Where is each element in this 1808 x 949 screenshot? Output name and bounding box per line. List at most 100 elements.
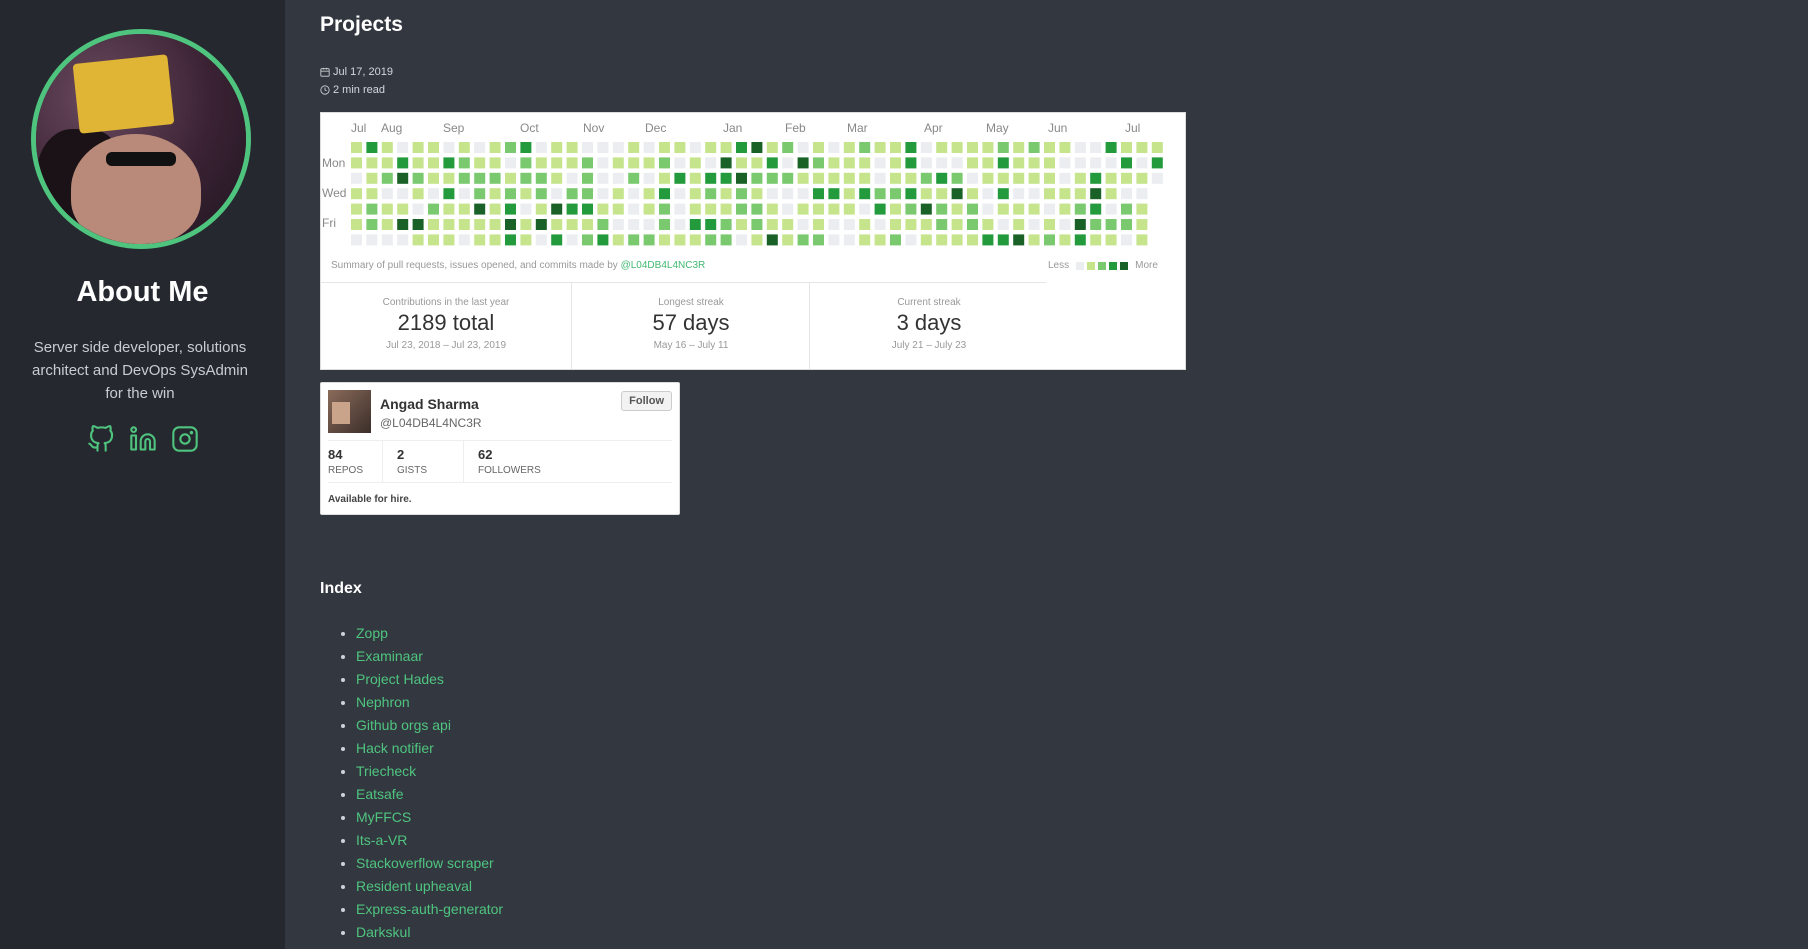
contribution-day bbox=[535, 203, 547, 215]
index-link-examinaar[interactable]: Examinaar bbox=[356, 648, 423, 664]
contribution-day bbox=[458, 172, 470, 184]
contribution-day bbox=[982, 142, 994, 153]
calendar-icon bbox=[320, 67, 330, 77]
contribution-day bbox=[1136, 234, 1148, 246]
contribution-day bbox=[520, 219, 532, 230]
list-item: Nephron bbox=[356, 691, 503, 714]
contribution-day bbox=[982, 219, 994, 230]
index-link-github-orgs-api[interactable]: Github orgs api bbox=[356, 717, 451, 733]
contribution-day bbox=[366, 188, 378, 200]
index-link-stackoverflow-scraper[interactable]: Stackoverflow scraper bbox=[356, 855, 494, 871]
contribution-day bbox=[1044, 203, 1055, 215]
index-link-hack-notifier[interactable]: Hack notifier bbox=[356, 740, 434, 756]
legend-swatch bbox=[1120, 261, 1129, 270]
contribution-day bbox=[859, 157, 871, 169]
github-icon[interactable] bbox=[87, 425, 115, 453]
stat-value: 57 days bbox=[652, 310, 730, 335]
contribution-day bbox=[982, 172, 994, 184]
contribution-day bbox=[859, 203, 871, 215]
contribution-day bbox=[920, 172, 932, 184]
contribution-day bbox=[1044, 172, 1055, 184]
legend-swatch bbox=[1087, 261, 1096, 270]
summary-user-link[interactable]: @L04DB4L4NC3R bbox=[620, 260, 706, 271]
contribution-day bbox=[643, 142, 655, 153]
contribution-day bbox=[997, 142, 1009, 153]
contribution-day bbox=[381, 234, 393, 246]
follow-button[interactable]: Follow bbox=[621, 391, 672, 411]
month-label: Jan bbox=[723, 121, 743, 135]
contribution-day bbox=[1028, 203, 1040, 215]
contribution-day bbox=[782, 188, 794, 200]
contribution-day bbox=[505, 172, 516, 184]
contribution-day bbox=[551, 234, 563, 246]
contribution-day bbox=[751, 203, 763, 215]
profile-stat-repos[interactable]: 84 REPOS bbox=[328, 441, 382, 482]
contribution-day bbox=[1013, 234, 1025, 246]
index-link-myffcs[interactable]: MyFFCS bbox=[356, 809, 412, 825]
index-link-zopp[interactable]: Zopp bbox=[356, 625, 388, 641]
contribution-day bbox=[1136, 203, 1148, 215]
contribution-day bbox=[736, 203, 747, 215]
index-link-express-auth-generator[interactable]: Express-auth-generator bbox=[356, 901, 504, 917]
contribution-calendar: Jul Aug Sep Oct Nov Dec Jan Feb Mar Apr … bbox=[320, 112, 1186, 370]
contribution-day bbox=[797, 234, 809, 246]
contribution-day bbox=[381, 142, 393, 153]
index-link-eatsafe[interactable]: Eatsafe bbox=[356, 786, 404, 802]
contribution-day bbox=[705, 203, 717, 215]
contribution-day bbox=[489, 157, 501, 169]
contribution-day bbox=[890, 142, 901, 153]
contribution-day bbox=[751, 219, 763, 230]
contribution-day bbox=[1059, 157, 1071, 169]
contribution-day bbox=[1136, 219, 1148, 230]
contribution-day bbox=[535, 157, 547, 169]
stat-count: 62 bbox=[478, 447, 493, 462]
contribution-day bbox=[874, 172, 886, 184]
month-label: Apr bbox=[924, 121, 943, 135]
legend-more: More bbox=[1135, 260, 1158, 271]
contribution-day bbox=[982, 157, 994, 169]
contribution-day bbox=[582, 219, 593, 230]
contribution-day bbox=[489, 172, 501, 184]
contribution-day bbox=[905, 157, 917, 169]
list-item: Zopp bbox=[356, 622, 503, 645]
contribution-day bbox=[890, 157, 901, 169]
contribution-day bbox=[1121, 234, 1132, 246]
contribution-day bbox=[1105, 157, 1117, 169]
contribution-day bbox=[1136, 142, 1148, 153]
contribution-day bbox=[720, 157, 732, 169]
contribution-day bbox=[443, 234, 455, 246]
instagram-icon[interactable] bbox=[171, 425, 199, 453]
profile-stat-gists[interactable]: 2 GISTS bbox=[382, 441, 463, 482]
list-item: Hack notifier bbox=[356, 737, 503, 760]
index-link-resident-upheaval[interactable]: Resident upheaval bbox=[356, 878, 472, 894]
index-link-darkskul[interactable]: Darkskul bbox=[356, 924, 411, 940]
contribution-day bbox=[905, 203, 917, 215]
index-link-triecheck[interactable]: Triecheck bbox=[356, 763, 417, 779]
contribution-day bbox=[1028, 188, 1040, 200]
index-link-nephron[interactable]: Nephron bbox=[356, 694, 410, 710]
contribution-day bbox=[520, 234, 532, 246]
stat-label: Contributions in the last year bbox=[382, 297, 510, 308]
contribution-day bbox=[1074, 188, 1086, 200]
contribution-day bbox=[366, 157, 378, 169]
list-item: Express-auth-generator bbox=[356, 898, 503, 921]
list-item: Eatsafe bbox=[356, 783, 503, 806]
index-link-project-hades[interactable]: Project Hades bbox=[356, 671, 444, 687]
contribution-day bbox=[474, 219, 486, 230]
linkedin-icon[interactable] bbox=[129, 425, 157, 453]
contribution-day bbox=[951, 188, 963, 200]
contribution-day bbox=[566, 188, 578, 200]
contribution-day bbox=[689, 219, 701, 230]
contribution-day bbox=[967, 157, 978, 169]
contribution-day bbox=[520, 142, 532, 153]
month-label: Dec bbox=[645, 121, 667, 135]
contribution-day bbox=[505, 234, 516, 246]
profile-stat-followers[interactable]: 62 FOLLOWERS bbox=[463, 441, 578, 482]
index-link-its-a-vr[interactable]: Its-a-VR bbox=[356, 832, 408, 848]
contribution-day bbox=[443, 142, 455, 153]
month-label: Jul bbox=[1125, 121, 1141, 135]
contribution-day bbox=[366, 234, 378, 246]
social-links bbox=[0, 425, 285, 453]
contribution-day bbox=[951, 203, 963, 215]
summary-prefix: Summary of pull requests, issues opened,… bbox=[331, 260, 618, 271]
